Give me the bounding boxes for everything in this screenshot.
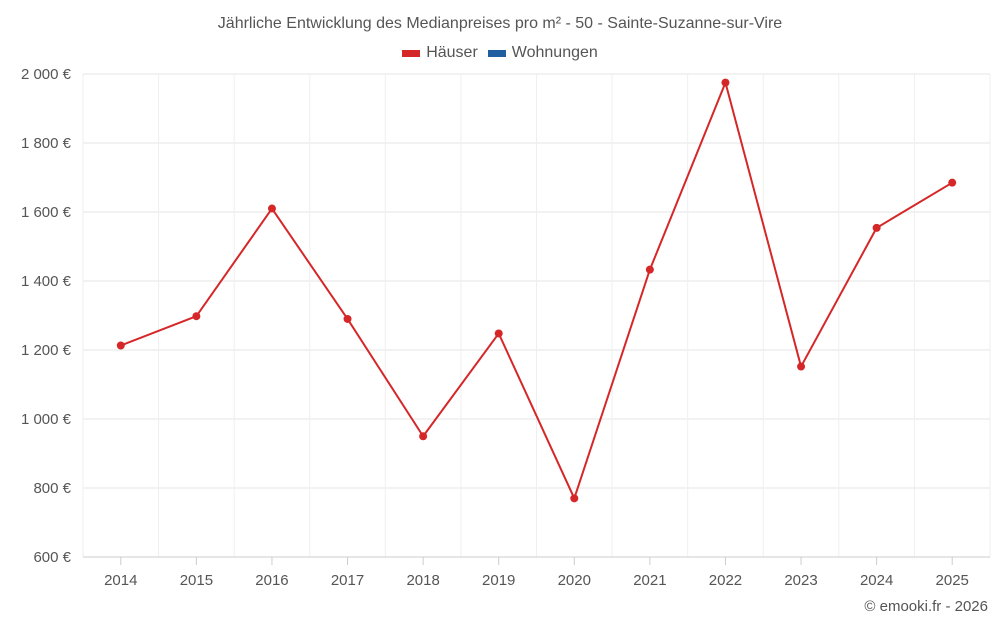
x-tick-label: 2018 — [406, 572, 439, 589]
chart-title: Jährliche Entwicklung des Medianpreises … — [217, 15, 783, 32]
credit-text: © emooki.fr - 2026 — [864, 598, 988, 615]
data-point — [645, 265, 654, 274]
x-tick-label: 2017 — [331, 572, 364, 589]
legend-swatch-wohnungen — [487, 49, 506, 57]
y-tick-label: 1 000 € — [21, 411, 72, 428]
data-point — [419, 432, 428, 441]
x-tick-label: 2023 — [784, 572, 817, 589]
x-tick-label: 2025 — [936, 572, 969, 589]
y-tick-label: 1 800 € — [21, 135, 72, 152]
y-tick-label: 800 € — [33, 480, 71, 497]
data-point — [797, 362, 806, 371]
y-tick-label: 600 € — [33, 549, 71, 566]
x-tick-label: 2016 — [255, 572, 288, 589]
legend-item-haeuser[interactable]: Häuser — [402, 44, 478, 62]
y-tick-label: 1 600 € — [21, 204, 72, 221]
legend-swatch-haeuser — [402, 49, 421, 57]
x-tick-label: 2020 — [558, 572, 591, 589]
data-point — [570, 494, 579, 503]
data-point — [343, 314, 352, 323]
x-tick-label: 2021 — [633, 572, 666, 589]
legend-label-wohnungen: Wohnungen — [511, 44, 598, 61]
data-point — [721, 78, 730, 87]
legend-label-haeuser: Häuser — [426, 44, 478, 61]
x-tick-label: 2019 — [482, 572, 515, 589]
x-tick-label: 2015 — [180, 572, 213, 589]
data-point — [872, 223, 881, 232]
series-line-0 — [120, 81, 953, 500]
y-tick-label: 1 400 € — [21, 273, 72, 290]
x-tick-label: 2022 — [709, 572, 742, 589]
x-tick-label: 2014 — [104, 572, 137, 589]
x-tick-label: 2024 — [860, 572, 893, 589]
legend-item-wohnungen[interactable]: Wohnungen — [487, 44, 598, 62]
y-tick-label: 2 000 € — [21, 66, 72, 83]
data-point — [494, 329, 503, 338]
data-point — [948, 178, 957, 187]
legend: Häuser Wohnungen — [0, 44, 1000, 62]
data-point — [267, 204, 276, 213]
y-tick-label: 1 200 € — [21, 342, 72, 359]
data-point — [192, 312, 201, 321]
data-point — [116, 341, 125, 350]
